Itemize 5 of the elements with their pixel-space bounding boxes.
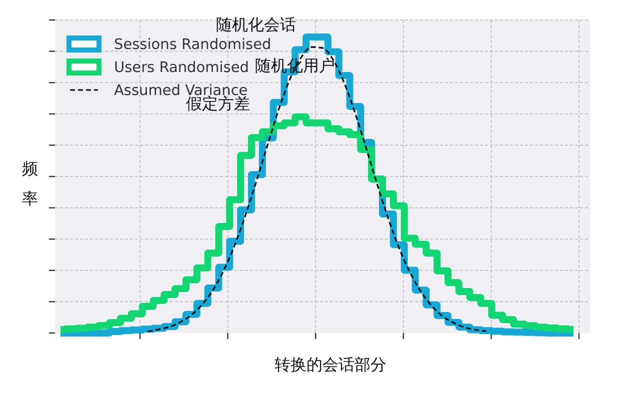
y-axis-title: 频率 bbox=[22, 159, 38, 208]
legend-label: Sessions Randomised bbox=[114, 37, 272, 53]
text: 随机化会话 bbox=[216, 15, 296, 34]
legend-label: Users Randomised bbox=[114, 60, 249, 76]
x-axis-title: 转换的会话部分 bbox=[274, 355, 386, 374]
